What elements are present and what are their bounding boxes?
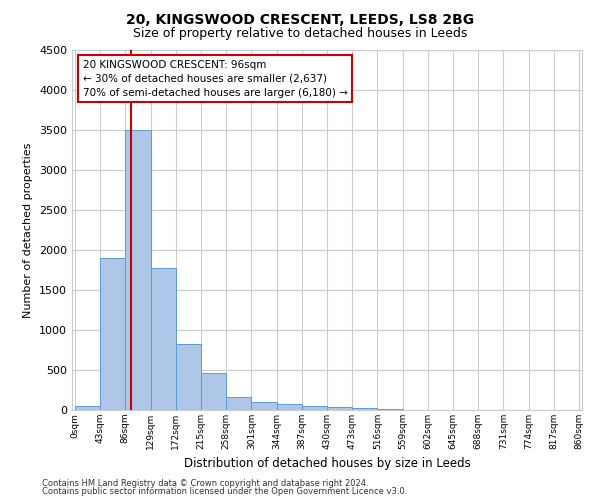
Bar bbox=[302, 406, 327, 410]
Bar bbox=[151, 268, 176, 410]
Text: Size of property relative to detached houses in Leeds: Size of property relative to detached ho… bbox=[133, 28, 467, 40]
Bar bbox=[327, 407, 352, 410]
X-axis label: Distribution of detached houses by size in Leeds: Distribution of detached houses by size … bbox=[184, 458, 470, 470]
Bar bbox=[377, 409, 403, 410]
Text: 20 KINGSWOOD CRESCENT: 96sqm
← 30% of detached houses are smaller (2,637)
70% of: 20 KINGSWOOD CRESCENT: 96sqm ← 30% of de… bbox=[83, 60, 347, 98]
Bar bbox=[226, 397, 251, 410]
Text: Contains HM Land Registry data © Crown copyright and database right 2024.: Contains HM Land Registry data © Crown c… bbox=[42, 478, 368, 488]
Bar bbox=[201, 373, 226, 410]
Bar bbox=[176, 344, 201, 410]
Bar bbox=[251, 402, 277, 410]
Text: Contains public sector information licensed under the Open Government Licence v3: Contains public sector information licen… bbox=[42, 487, 407, 496]
Bar bbox=[75, 406, 100, 410]
Bar bbox=[352, 408, 377, 410]
Bar bbox=[125, 130, 151, 410]
Text: 20, KINGSWOOD CRESCENT, LEEDS, LS8 2BG: 20, KINGSWOOD CRESCENT, LEEDS, LS8 2BG bbox=[126, 12, 474, 26]
Y-axis label: Number of detached properties: Number of detached properties bbox=[23, 142, 34, 318]
Bar bbox=[100, 258, 125, 410]
Bar bbox=[277, 404, 302, 410]
